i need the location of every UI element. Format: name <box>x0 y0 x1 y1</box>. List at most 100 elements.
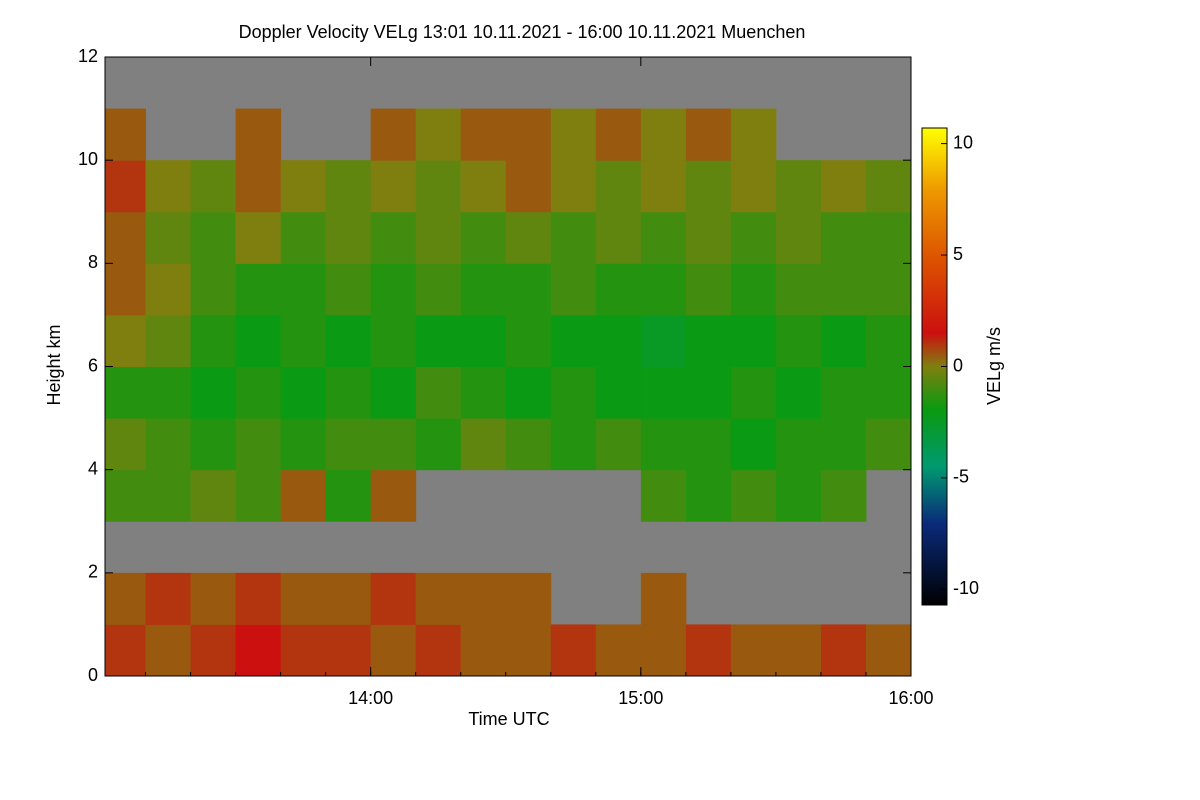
heatmap-cell <box>460 366 507 419</box>
heatmap-cell <box>505 572 552 625</box>
heatmap-cell <box>145 211 192 264</box>
heatmap-cell <box>235 418 282 471</box>
heatmap-cell <box>280 160 327 213</box>
heatmap-cell <box>595 263 642 316</box>
heatmap-cell <box>105 160 147 213</box>
heatmap-cell <box>775 314 822 367</box>
y-tick-label: 6 <box>88 355 98 375</box>
heatmap-cell <box>460 108 507 161</box>
heatmap-cell <box>595 160 642 213</box>
heatmap-cell <box>640 469 687 522</box>
heatmap-cell <box>415 211 462 264</box>
heatmap-cell <box>280 366 327 419</box>
heatmap-cell <box>595 211 642 264</box>
heatmap-cell <box>105 314 147 367</box>
colorbar-label: VELg m/s <box>984 327 1004 405</box>
heatmap-cell <box>550 366 597 419</box>
heatmap-cell <box>460 314 507 367</box>
x-tick-label: 15:00 <box>618 688 663 708</box>
heatmap-cell <box>415 108 462 161</box>
heatmap-cell <box>820 263 867 316</box>
heatmap-cell <box>325 469 372 522</box>
heatmap-cell <box>190 624 237 677</box>
heatmap-cell <box>460 211 507 264</box>
heatmap-cell <box>370 418 417 471</box>
heatmap-cell <box>730 366 777 419</box>
heatmap-cell <box>775 624 822 677</box>
heatmap-cell <box>190 314 237 367</box>
heatmap-cell <box>460 624 507 677</box>
heatmap-cell <box>105 263 147 316</box>
heatmap-cell <box>235 469 282 522</box>
heatmap-cell <box>235 211 282 264</box>
heatmap-cell <box>325 314 372 367</box>
heatmap-cell <box>415 418 462 471</box>
heatmap-cell <box>550 314 597 367</box>
heatmap-cell <box>235 572 282 625</box>
heatmap-cell <box>145 624 192 677</box>
heatmap-cell <box>415 572 462 625</box>
heatmap-cell <box>865 418 912 471</box>
heatmap-cell <box>325 366 372 419</box>
heatmap-cell <box>145 572 192 625</box>
y-tick-label: 12 <box>78 46 98 66</box>
heatmap-cell <box>595 366 642 419</box>
heatmap-cell <box>550 263 597 316</box>
heatmap-cell <box>190 366 237 419</box>
heatmap <box>105 108 912 677</box>
y-tick-label: 4 <box>88 458 98 478</box>
heatmap-cell <box>415 160 462 213</box>
heatmap-cell <box>820 624 867 677</box>
heatmap-cell <box>685 469 732 522</box>
heatmap-cell <box>640 160 687 213</box>
y-axis-label: Height km <box>44 324 64 405</box>
heatmap-cell <box>550 160 597 213</box>
heatmap-cell <box>775 160 822 213</box>
colorbar-tick-label: 0 <box>953 355 963 375</box>
heatmap-cell <box>640 624 687 677</box>
heatmap-cell <box>235 108 282 161</box>
heatmap-cell <box>505 160 552 213</box>
heatmap-cell <box>730 263 777 316</box>
x-tick-label: 14:00 <box>348 688 393 708</box>
heatmap-cell <box>730 160 777 213</box>
heatmap-cell <box>105 418 147 471</box>
heatmap-cell <box>730 314 777 367</box>
heatmap-cell <box>145 160 192 213</box>
heatmap-cell <box>325 211 372 264</box>
colorbar-tick-label: -5 <box>953 467 969 487</box>
heatmap-cell <box>685 314 732 367</box>
heatmap-cell <box>640 108 687 161</box>
heatmap-cell <box>370 366 417 419</box>
colorbar-tick-label: -10 <box>953 578 979 598</box>
heatmap-cell <box>190 160 237 213</box>
heatmap-cell <box>280 211 327 264</box>
heatmap-cell <box>550 211 597 264</box>
heatmap-cell <box>865 263 912 316</box>
heatmap-cell <box>640 572 687 625</box>
heatmap-cell <box>325 160 372 213</box>
heatmap-cell <box>685 160 732 213</box>
heatmap-cell <box>325 572 372 625</box>
heatmap-cell <box>820 160 867 213</box>
heatmap-cell <box>460 418 507 471</box>
heatmap-cell <box>640 211 687 264</box>
heatmap-cell <box>460 263 507 316</box>
heatmap-cell <box>505 263 552 316</box>
heatmap-cell <box>105 366 147 419</box>
heatmap-cell <box>550 624 597 677</box>
heatmap-cell <box>235 366 282 419</box>
heatmap-cell <box>105 572 147 625</box>
heatmap-cell <box>820 314 867 367</box>
heatmap-cell <box>595 108 642 161</box>
heatmap-cell <box>325 624 372 677</box>
heatmap-cell <box>775 418 822 471</box>
heatmap-cell <box>685 418 732 471</box>
heatmap-cell <box>280 624 327 677</box>
heatmap-cell <box>370 572 417 625</box>
heatmap-cell <box>280 572 327 625</box>
heatmap-cell <box>730 469 777 522</box>
heatmap-cell <box>775 366 822 419</box>
heatmap-cell <box>505 418 552 471</box>
